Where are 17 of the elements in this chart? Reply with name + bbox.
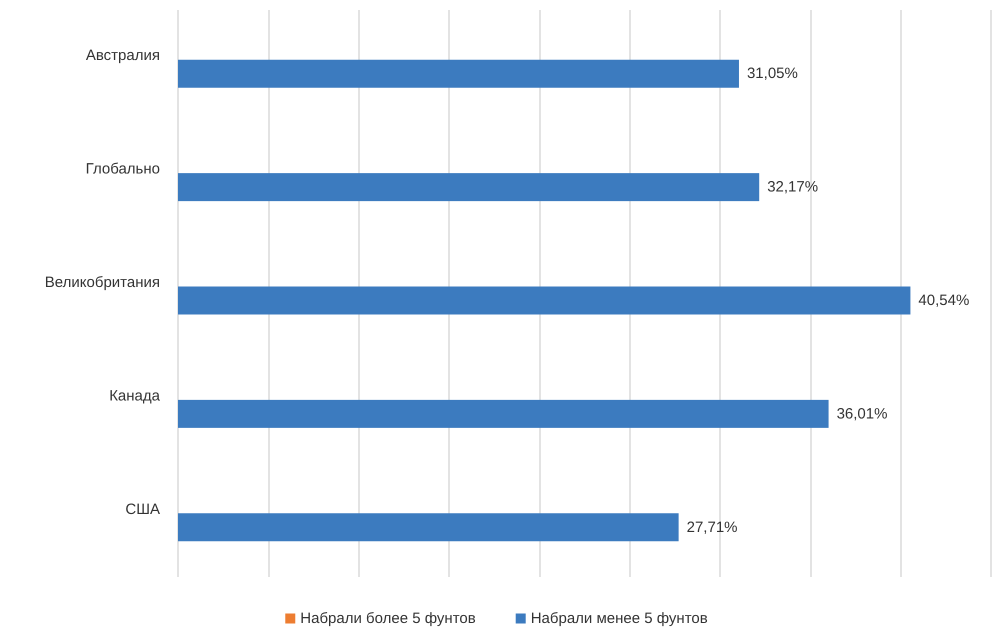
bar [178, 513, 679, 542]
y-tick-label: Канада [109, 387, 161, 404]
legend-label: Набрали менее 5 фунтов [530, 610, 708, 627]
data-label: 32,17% [767, 178, 818, 196]
data-label: 27,71% [686, 518, 738, 536]
data-label: 36,01% [836, 405, 888, 422]
bar [178, 173, 760, 202]
data-label: 40,54% [918, 292, 970, 309]
y-tick-label: США [125, 500, 160, 518]
bar [178, 400, 829, 428]
y-tick-label: Австралия [86, 47, 160, 64]
data-label: 31,05% [746, 65, 798, 82]
legend-label: Набрали более 5 фунтов [300, 610, 476, 627]
bar [178, 286, 910, 314]
y-tick-label: Глобально [86, 160, 160, 178]
bar [178, 60, 739, 88]
y-tick-label: Великобритания [44, 274, 160, 291]
